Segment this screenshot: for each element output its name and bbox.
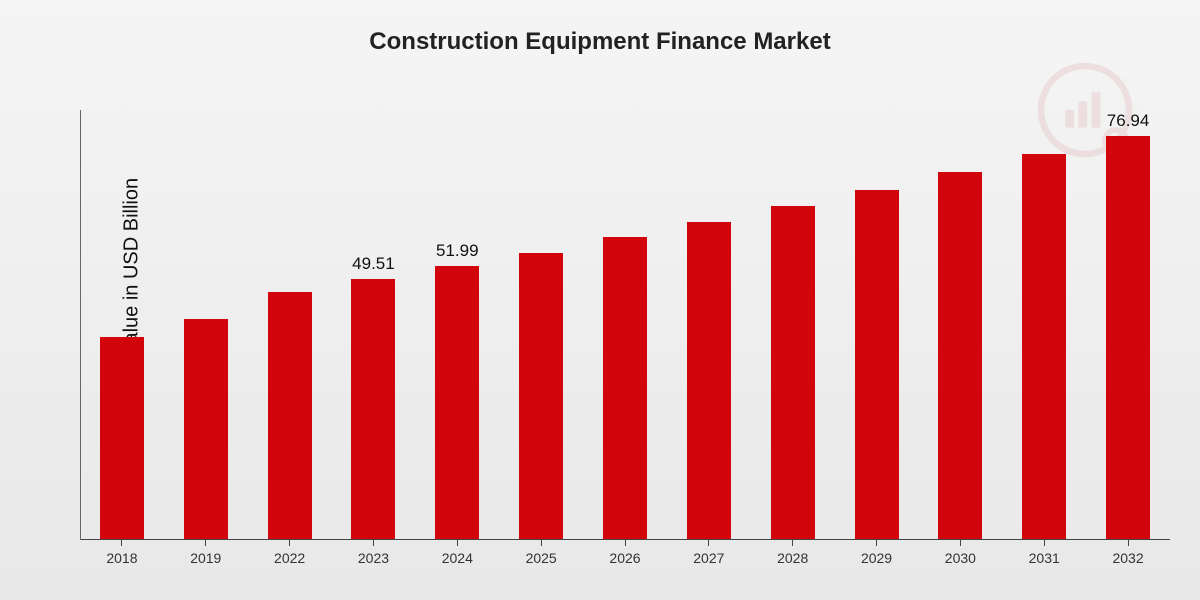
x-tick [1044,540,1045,546]
x-category-label: 2032 [1112,550,1143,566]
x-category-label: 2029 [861,550,892,566]
x-tick [876,540,877,546]
bar [771,206,815,539]
x-tick [373,540,374,546]
bar [938,172,982,539]
bar-value-label: 76.94 [1107,111,1150,131]
x-category-label: 2025 [526,550,557,566]
x-category-label: 2026 [609,550,640,566]
x-tick [457,540,458,546]
bar [519,253,563,539]
x-tick [625,540,626,546]
x-tick [289,540,290,546]
bar [1022,154,1066,539]
x-tick [708,540,709,546]
x-tick [792,540,793,546]
y-axis-line [80,110,81,540]
chart-title: Construction Equipment Finance Market [369,28,830,56]
bar [268,292,312,540]
x-category-label: 2018 [106,550,137,566]
x-category-label: 2031 [1029,550,1060,566]
bar [855,190,899,539]
bar [687,222,731,539]
bar [603,237,647,539]
x-tick [205,540,206,546]
plot-area: 20182019202249.51202351.9920242025202620… [80,110,1170,540]
x-category-label: 2022 [274,550,305,566]
x-category-label: 2023 [358,550,389,566]
x-tick [960,540,961,546]
x-tick [541,540,542,546]
x-category-label: 2019 [190,550,221,566]
x-tick [1128,540,1129,546]
x-category-label: 2030 [945,550,976,566]
bar [1106,136,1150,539]
bar [100,337,144,539]
x-category-label: 2028 [777,550,808,566]
bar [435,266,479,539]
x-category-label: 2027 [693,550,724,566]
x-category-label: 2024 [442,550,473,566]
x-tick [121,540,122,546]
bar-value-label: 49.51 [352,254,395,274]
bar-value-label: 51.99 [436,241,479,261]
bar [351,279,395,539]
bar [184,319,228,539]
